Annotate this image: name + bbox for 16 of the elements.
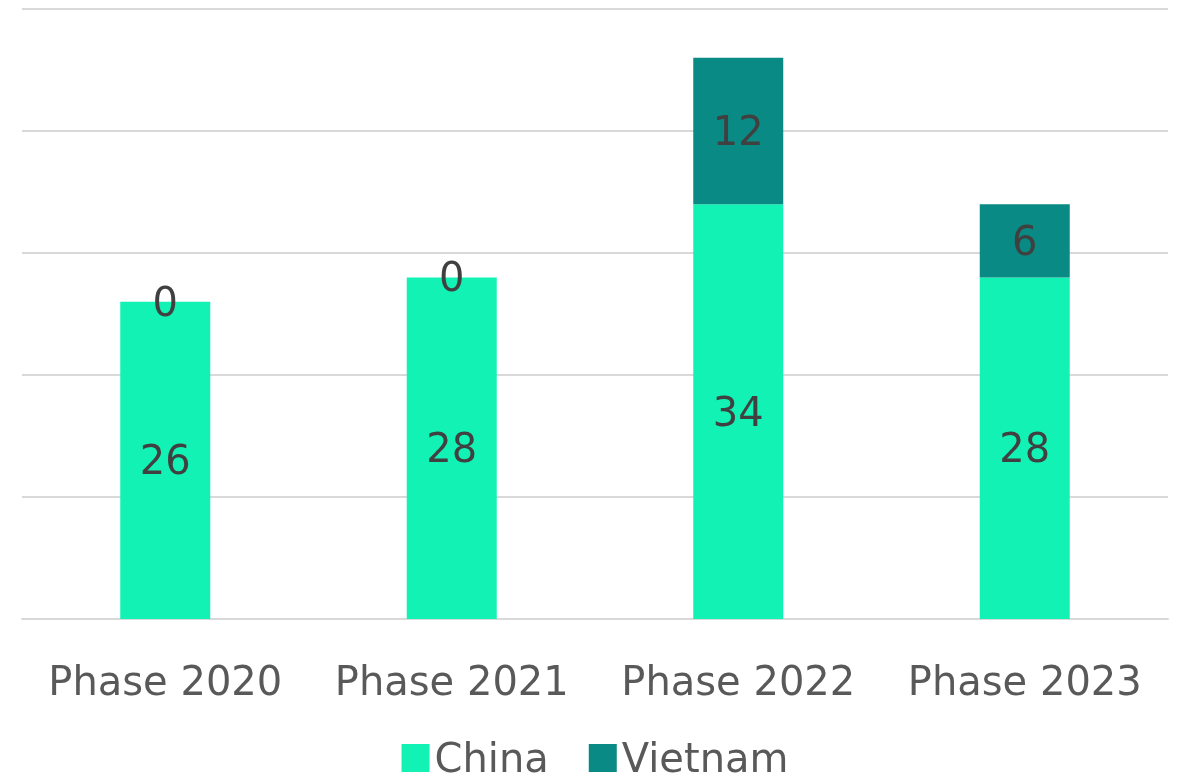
bar xyxy=(979,277,1070,619)
x-tick-label: Phase 2020 xyxy=(48,658,283,704)
data-label: 26 xyxy=(139,437,191,484)
bar xyxy=(693,204,784,619)
x-tick-label: Phase 2021 xyxy=(334,658,569,704)
data-label: 6 xyxy=(1012,217,1038,264)
data-label: 28 xyxy=(426,425,478,472)
legend-label: Vietnam xyxy=(621,735,789,781)
data-label: 12 xyxy=(712,108,764,154)
legend-label: China xyxy=(434,735,549,781)
bar xyxy=(693,57,784,205)
bar xyxy=(979,204,1070,278)
x-tick-label: Phase 2023 xyxy=(907,658,1142,704)
x-tick-label: Phase 2022 xyxy=(621,658,856,704)
data-label: 34 xyxy=(712,388,764,435)
data-label: 28 xyxy=(999,425,1051,472)
